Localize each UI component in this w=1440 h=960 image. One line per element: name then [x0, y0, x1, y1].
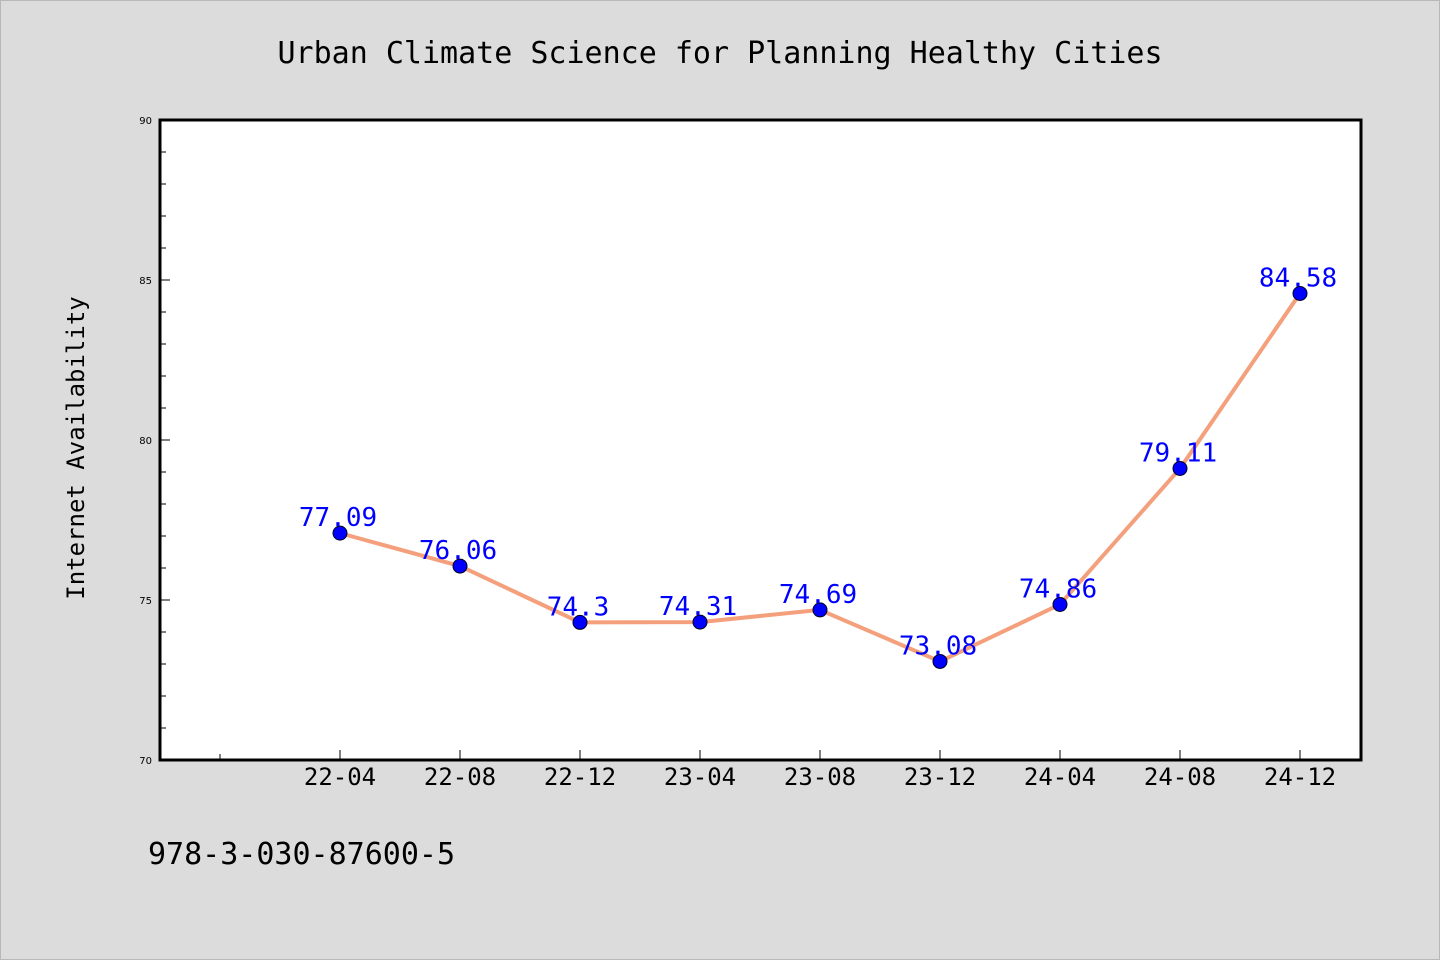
- series-group: 77.09 76.06 74.3 74.31 74.69 73.08 74.86 79.11 8…: [299, 263, 1337, 669]
- data-label: 79.11: [1139, 438, 1217, 468]
- data-label: 77.09: [299, 503, 377, 533]
- y-tick-label: 70: [139, 756, 152, 767]
- x-tick-label: 22-12: [544, 763, 616, 791]
- x-tick-label: 24-12: [1264, 763, 1336, 791]
- data-point: [1172, 460, 1188, 476]
- data-point: [572, 614, 588, 630]
- plot-area: [158, 118, 1363, 762]
- x-tick-label: 23-04: [664, 763, 736, 791]
- y-tick-label: 80: [139, 436, 152, 447]
- data-point: [932, 653, 948, 669]
- data-point: [452, 558, 468, 574]
- data-point: [812, 602, 828, 618]
- y-tick-label: 90: [139, 116, 152, 127]
- y-tick-label: 75: [139, 596, 152, 607]
- data-label: 76.06: [419, 536, 497, 566]
- data-point: [1292, 285, 1308, 301]
- isbn-text: 978-3-030-87600-5: [148, 837, 455, 872]
- x-axis: 22-04 22-08 22-12 23-04 23-08 23-12 24-04 24-08…: [219, 750, 1336, 791]
- data-label: 74.3: [547, 592, 610, 622]
- x-tick-label: 24-08: [1144, 763, 1216, 791]
- x-tick-label: 23-08: [784, 763, 856, 791]
- x-tick-label: 22-08: [424, 763, 496, 791]
- y-tick-label: 85: [139, 276, 152, 287]
- y-axis-label: Internet Availability: [62, 296, 90, 599]
- data-label: 84.58: [1259, 263, 1337, 293]
- y-axis: 70 75 80 85 90: [139, 116, 170, 767]
- data-label: 74.86: [1019, 574, 1097, 604]
- x-tick-label: 24-04: [1024, 763, 1096, 791]
- data-point: [692, 614, 708, 630]
- x-tick-label: 23-12: [904, 763, 976, 791]
- data-label: 73.08: [899, 631, 977, 661]
- data-point: [332, 525, 348, 541]
- x-tick-label: 22-04: [304, 763, 376, 791]
- chart-title: Urban Climate Science for Planning Healt…: [277, 36, 1162, 71]
- data-label: 74.31: [659, 592, 737, 622]
- data-label: 74.69: [779, 580, 857, 610]
- data-point: [1052, 596, 1068, 612]
